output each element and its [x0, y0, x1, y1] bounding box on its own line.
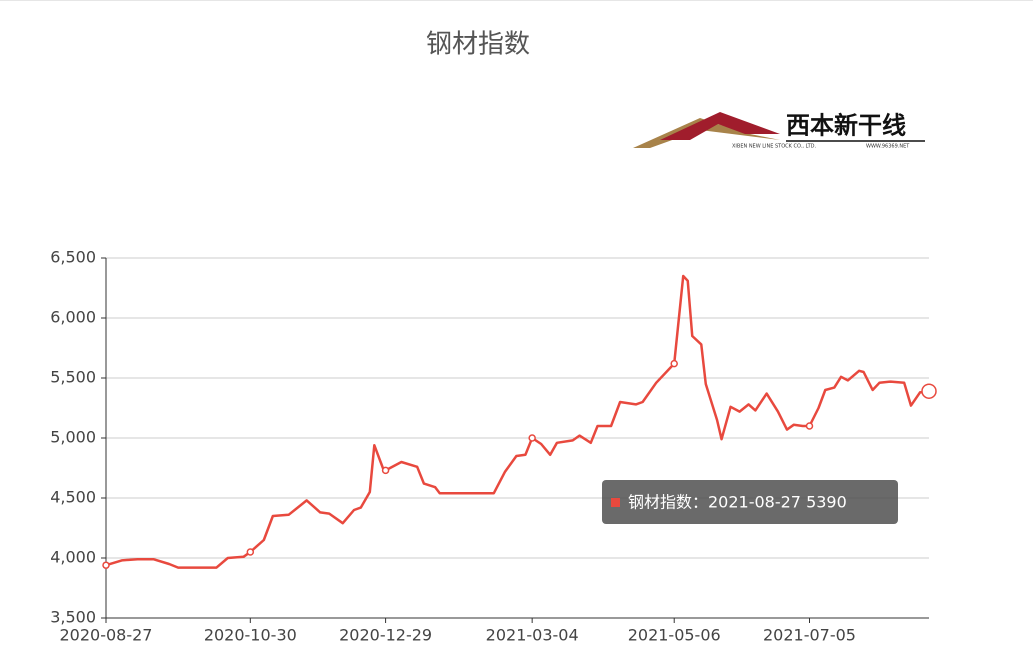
logo-company: XIBEN NEW LINE STOCK CO., LTD. [732, 144, 817, 150]
chart-title: 钢材指数 [426, 30, 530, 60]
y-tick-label: 6,000 [50, 308, 96, 327]
tooltip-swatch [611, 498, 620, 507]
tooltip: 钢材指数：2021-08-27 5390 [602, 480, 898, 524]
line-series [105, 274, 930, 569]
logo-mountain [660, 112, 780, 140]
point-marker [246, 548, 255, 556]
tooltip-box [602, 480, 898, 524]
x-tick-label: 2021-03-04 [486, 626, 579, 645]
logo-site: WWW.96369.NET [866, 144, 910, 150]
point-marker [921, 383, 937, 399]
x-tick-label: 2021-07-05 [763, 626, 856, 645]
y-tick-label: 5,500 [50, 368, 96, 387]
tooltip-text: 钢材指数：2021-08-27 5390 [628, 493, 847, 512]
point-marker [381, 466, 390, 475]
y-tick-label: 3,500 [50, 608, 96, 627]
point-marker [670, 359, 678, 368]
x-tick-label: 2020-10-30 [204, 626, 297, 645]
x-tick-label: 2020-12-29 [339, 626, 432, 645]
y-tick-label: 4,500 [50, 488, 96, 507]
y-tick-label: 4,000 [50, 548, 96, 567]
point-marker [805, 422, 814, 430]
logo-name: 西本新干线 [786, 111, 906, 140]
point-marker [528, 434, 536, 442]
x-tick-label: 2020-08-27 [60, 626, 153, 645]
logo-mountain [633, 118, 780, 148]
logo: 西本新干线 XIBEN NEW LINE STOCK CO., LTD. WWW… [633, 111, 925, 150]
y-tick-label: 5,000 [50, 428, 96, 447]
x-tick-label: 2021-05-06 [628, 626, 721, 645]
y-tick-label: 6,500 [50, 248, 96, 267]
point-marker [102, 561, 110, 569]
